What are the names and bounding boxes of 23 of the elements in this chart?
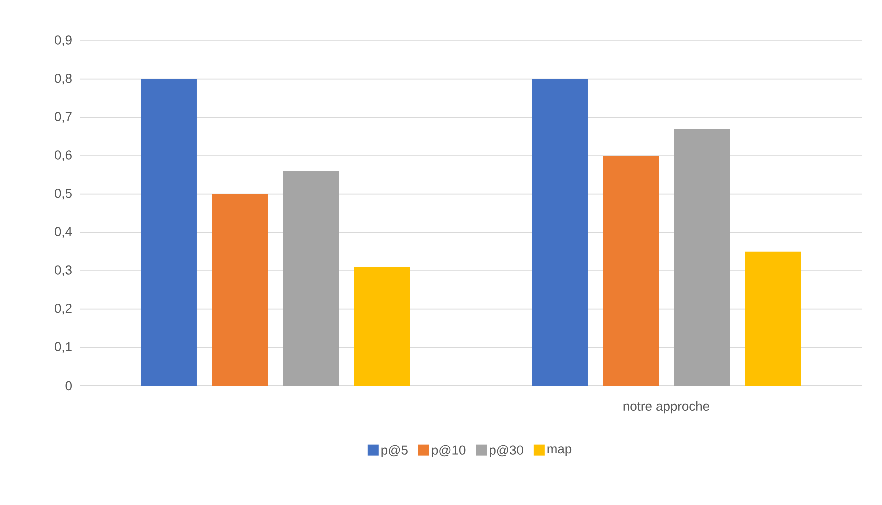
x-tick-label: notre approche [624,402,710,414]
y-tick-label: 0,7 [54,112,72,124]
legend-label: p@5 [382,445,408,458]
y-tick-label: 0,3 [54,266,72,276]
y-tick-label: 0,9 [54,36,72,46]
y-tick-label: 0,6 [54,150,72,162]
bar [140,79,197,386]
legend-label: p@30 [490,445,524,458]
bar [674,129,730,386]
y-tick-label: 0,1 [54,342,72,354]
bar [532,79,588,386]
y-tick-label: 0 [66,381,72,391]
legend-label: map [548,446,572,456]
y-tick-label: 0,2 [54,304,72,315]
bar [745,252,802,386]
bar [354,267,410,386]
y-tick-label: 0,5 [54,188,72,200]
bar [603,156,659,386]
legend-label: p@10 [432,445,466,458]
y-tick-label: 0,8 [54,74,72,85]
y-tick-label: 0,4 [54,227,72,238]
bar [283,171,340,386]
bar [212,194,268,386]
